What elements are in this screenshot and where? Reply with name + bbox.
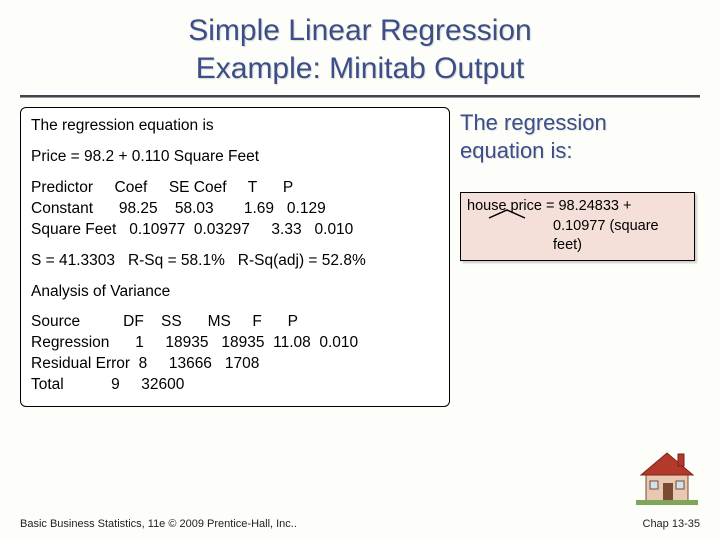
anova-row-total: Total 9 32600 — [31, 375, 439, 396]
equation-callout: house price = 98.24833 + 0.10977 (square… — [460, 192, 695, 261]
slide-title-line1: Simple Linear Regression — [0, 12, 720, 50]
eq-line: Price = 98.2 + 0.110 Square Feet — [31, 147, 439, 168]
callout-line2: 0.10977 (square feet) — [467, 217, 688, 256]
side-panel: The regression equation is: house price … — [460, 107, 700, 407]
coef-row-constant: Constant 98.25 58.03 1.69 0.129 — [31, 199, 439, 220]
content-area: The regression equation is Price = 98.2 … — [0, 107, 720, 407]
side-head-line2: equation is: — [460, 137, 700, 165]
coef-row-sqft: Square Feet 0.10977 0.03297 3.33 0.010 — [31, 220, 439, 241]
slide-footer: Basic Business Statistics, 11e © 2009 Pr… — [20, 518, 700, 530]
side-head-line1: The regression — [460, 109, 700, 137]
model-stats: S = 41.3303 R-Sq = 58.1% R-Sq(adj) = 52.… — [31, 251, 439, 272]
anova-row-regression: Regression 1 18935 18935 11.08 0.010 — [31, 333, 439, 354]
eq-label: The regression equation is — [31, 116, 439, 137]
footer-right: Chap 13-35 — [643, 518, 701, 530]
minitab-output-box: The regression equation is Price = 98.2 … — [20, 107, 450, 407]
callout-line1: house price = 98.24833 + — [467, 197, 688, 217]
house-icon — [636, 447, 698, 510]
title-divider — [20, 95, 700, 97]
anova-row-residual: Residual Error 8 13666 1708 — [31, 354, 439, 375]
slide-title-line2: Example: Minitab Output — [0, 50, 720, 88]
anova-label: Analysis of Variance — [31, 282, 439, 303]
slide-title-block: Simple Linear Regression Example: Minita… — [0, 0, 720, 93]
footer-left: Basic Business Statistics, 11e © 2009 Pr… — [20, 518, 297, 530]
coef-header: Predictor Coef SE Coef T P — [31, 178, 439, 199]
anova-header: Source DF SS MS F P — [31, 312, 439, 333]
